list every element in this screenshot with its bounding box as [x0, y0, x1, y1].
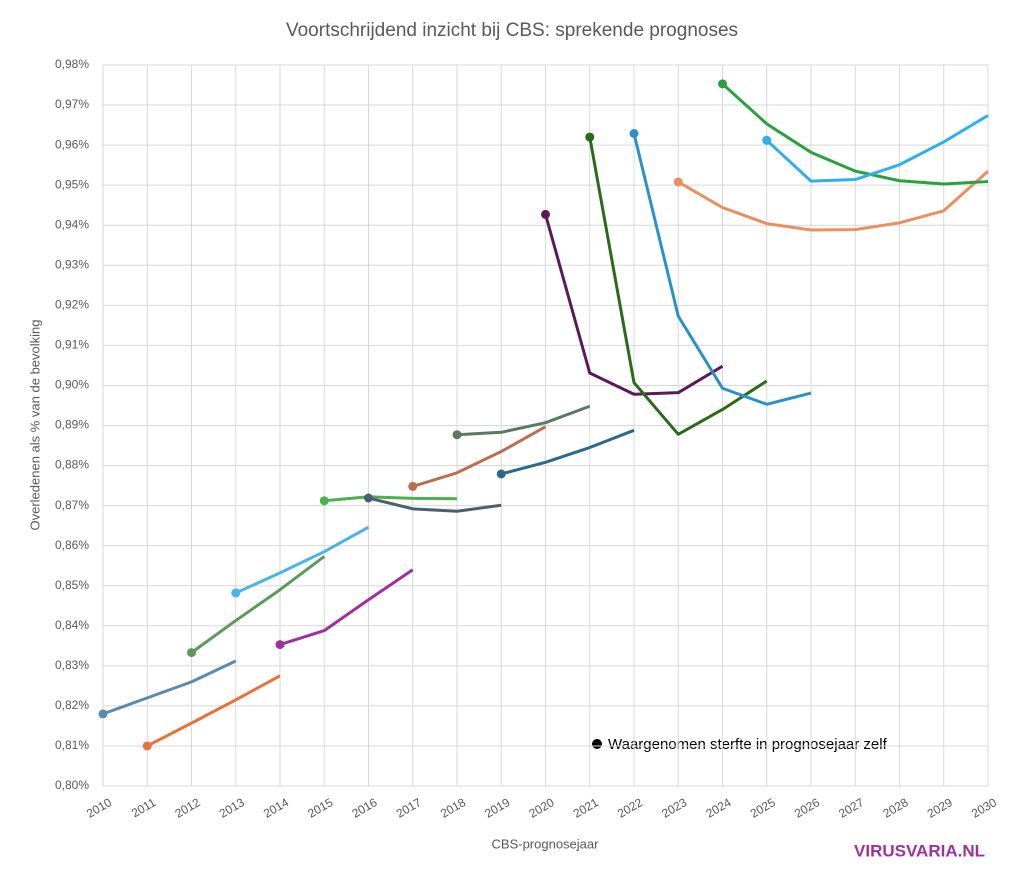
series-line	[190, 555, 326, 654]
observed-point	[629, 128, 639, 138]
observed-point	[541, 209, 550, 219]
watermark: VIRUSVARIA.NL	[854, 841, 985, 860]
y-tick-label: 0,88%	[55, 458, 89, 472]
series-line	[544, 214, 724, 396]
y-tick-label: 0,85%	[55, 578, 89, 592]
y-tick-label: 0,93%	[55, 257, 89, 271]
y-tick-label: 0,96%	[55, 137, 89, 151]
x-tick-label: 2016	[349, 795, 379, 821]
series-line	[588, 136, 768, 436]
x-tick-label: 2025	[748, 795, 778, 821]
series-line	[102, 659, 237, 716]
y-tick-label: 0,83%	[55, 658, 89, 672]
x-axis-label: CBS-prognosejaar	[492, 836, 600, 851]
x-tick-label: 2021	[571, 795, 601, 821]
series-line	[368, 496, 502, 513]
y-tick-label: 0,81%	[55, 738, 89, 752]
observed-point	[673, 177, 683, 187]
observed-point	[718, 79, 727, 89]
series-line	[279, 568, 414, 647]
observed-point	[452, 430, 462, 440]
series-line	[456, 404, 591, 437]
y-tick-label: 0,90%	[55, 378, 89, 392]
series-line	[324, 495, 458, 503]
y-tick-label: 0,84%	[55, 618, 89, 632]
y-tick-label: 0,82%	[55, 698, 89, 712]
y-tick-label: 0,95%	[55, 177, 89, 191]
x-tick-label: 2028	[880, 795, 910, 821]
y-tick-label: 0,89%	[55, 418, 89, 432]
y-tick-label: 0,98%	[55, 57, 89, 71]
y-tick-label: 0,91%	[55, 338, 89, 352]
y-tick-label: 0,97%	[55, 97, 89, 111]
x-tick-label: 2020	[526, 795, 556, 821]
x-tick-label: 2017	[394, 795, 424, 821]
observed-point	[187, 648, 196, 658]
x-tick-label: 2023	[659, 795, 689, 821]
annotation: Waargenomen sterfte in prognosejaar zelf	[608, 736, 888, 753]
x-tick-label: 2030	[969, 795, 999, 821]
series-line	[146, 674, 281, 748]
x-tick-label: 2029	[925, 795, 955, 821]
x-tick-label: 2027	[836, 795, 866, 821]
observed-point	[762, 135, 772, 145]
observed-point	[364, 493, 373, 503]
x-tick-label: 2013	[217, 795, 247, 821]
y-axis-label: Overledenen als % van de bevolking	[27, 319, 42, 530]
series-line	[765, 114, 989, 183]
chart-title: Voortschrijdend inzicht bij CBS: spreken…	[286, 20, 738, 41]
x-tick-label: 2012	[172, 795, 202, 821]
x-tick-label: 2018	[438, 795, 468, 821]
x-tick-label: 2024	[703, 795, 733, 821]
observed-point	[231, 588, 241, 598]
y-tick-label: 0,94%	[55, 217, 89, 231]
observed-point	[585, 132, 595, 142]
observed-point	[142, 741, 152, 751]
series-line	[235, 525, 370, 595]
series-line	[412, 425, 547, 488]
x-tick-label: 2010	[84, 795, 114, 821]
x-tick-label: 2019	[482, 795, 512, 821]
x-tick-label: 2026	[792, 795, 822, 821]
series-line	[677, 170, 990, 232]
x-tick-label: 2015	[305, 795, 335, 821]
x-tick-label: 2011	[129, 795, 159, 820]
series-line	[632, 133, 812, 406]
y-tick-label: 0,92%	[55, 298, 89, 312]
observed-point	[98, 709, 108, 719]
observed-point	[275, 640, 285, 650]
x-tick-label: 2014	[261, 795, 291, 821]
observed-point	[408, 481, 418, 491]
y-tick-label: 0,86%	[55, 538, 89, 552]
series-line	[500, 428, 635, 476]
x-tick-label: 2022	[615, 795, 645, 821]
observed-point	[496, 469, 506, 479]
series-line	[721, 82, 989, 186]
legend-marker	[592, 739, 602, 749]
y-tick-label: 0,87%	[55, 498, 89, 512]
y-tick-label: 0,80%	[55, 778, 89, 792]
observed-point	[319, 496, 329, 506]
